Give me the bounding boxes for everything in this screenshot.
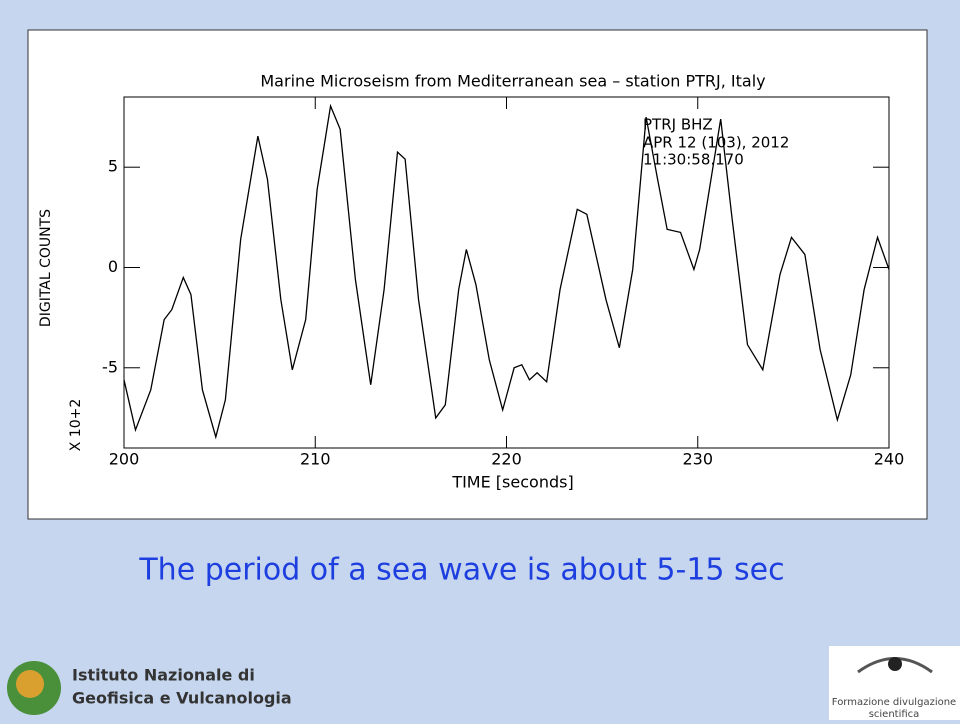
logo-left-icon <box>16 670 44 698</box>
logo-left-text: Istituto Nazionale di <box>72 666 255 685</box>
logo-left-text: Geofisica e Vulcanologia <box>72 689 292 708</box>
y-axis-label: DIGITAL COUNTS <box>38 209 54 327</box>
logo-right-text: scientifica <box>869 709 920 720</box>
waveform <box>123 103 890 440</box>
x-tick-label: 240 <box>874 450 905 469</box>
x-tick-label: 220 <box>491 450 522 469</box>
y-tick-label: -5 <box>102 357 118 376</box>
x-tick-label: 230 <box>682 450 713 469</box>
chart-title: Marine Microseism from Mediterranean sea… <box>260 72 765 91</box>
y-scale-label: X 10+2 <box>68 399 84 452</box>
annotation: APR 12 (103), 2012 <box>643 134 789 152</box>
x-tick-label: 200 <box>109 450 140 469</box>
annotation: 11:30:58.170 <box>643 151 744 169</box>
y-tick-label: 0 <box>108 257 118 276</box>
x-tick-label: 210 <box>300 450 331 469</box>
logo-right-icon <box>888 657 902 671</box>
x-axis-label: TIME [seconds] <box>451 473 573 492</box>
logo-right-text: Formazione divulgazione <box>832 697 956 708</box>
chart-panel <box>27 29 928 520</box>
caption: The period of a sea wave is about 5-15 s… <box>138 553 784 588</box>
annotation: PTRJ BHZ <box>643 116 713 134</box>
y-tick-label: 5 <box>108 157 118 176</box>
